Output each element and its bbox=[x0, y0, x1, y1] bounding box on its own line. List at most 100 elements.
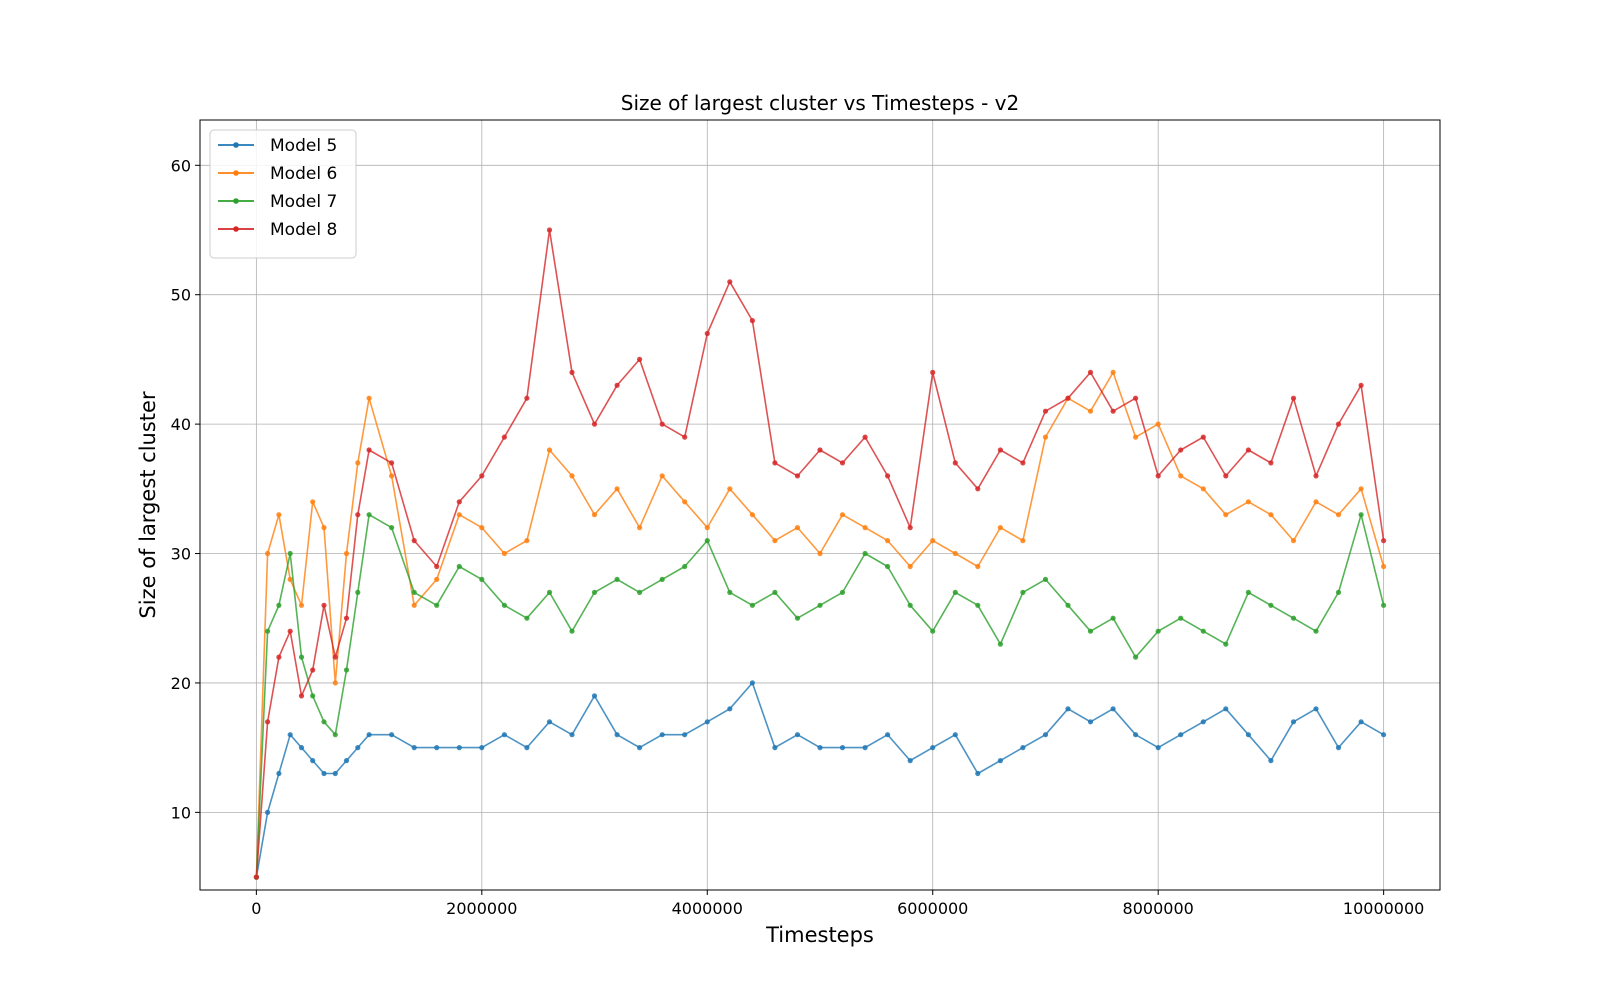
data-point bbox=[1335, 745, 1342, 751]
data-point bbox=[637, 589, 643, 596]
data-point bbox=[456, 512, 462, 518]
data-point bbox=[411, 538, 417, 544]
tick-layer: 0 2000000 4000000 6000000 8000000 10000000 10 2… bbox=[171, 156, 1425, 918]
data-point bbox=[749, 680, 756, 686]
legend: Model 5 Model 6 Model 7 Model 8 bbox=[209, 129, 357, 259]
data-point bbox=[794, 732, 801, 738]
x-tick-label: 6000000 bbox=[897, 899, 968, 918]
data-point bbox=[276, 770, 282, 777]
data-point bbox=[975, 563, 981, 570]
data-point bbox=[569, 732, 575, 738]
data-point bbox=[862, 434, 868, 440]
data-point bbox=[1020, 589, 1026, 596]
data-point bbox=[659, 421, 665, 427]
data-point bbox=[727, 589, 733, 596]
data-point bbox=[749, 318, 756, 324]
data-point bbox=[1178, 473, 1184, 479]
data-point bbox=[817, 602, 823, 608]
data-point bbox=[265, 719, 271, 725]
data-point bbox=[1042, 408, 1049, 414]
data-point bbox=[1290, 719, 1297, 725]
data-point bbox=[1358, 486, 1364, 492]
data-point bbox=[1042, 434, 1049, 440]
data-point bbox=[1223, 706, 1229, 712]
series-model-8 bbox=[253, 227, 1387, 880]
series-model-6 bbox=[253, 369, 1387, 880]
data-point bbox=[885, 538, 891, 544]
data-point bbox=[591, 512, 598, 518]
data-point bbox=[332, 732, 338, 738]
data-point bbox=[907, 602, 913, 608]
data-point bbox=[411, 602, 417, 608]
data-point bbox=[952, 589, 958, 596]
data-point bbox=[546, 227, 553, 233]
legend-item: Model 6 bbox=[218, 164, 337, 184]
y-axis-label: Size of largest cluster bbox=[136, 391, 160, 619]
data-point bbox=[1155, 628, 1161, 634]
data-point bbox=[501, 732, 507, 738]
data-point bbox=[885, 732, 891, 738]
data-point bbox=[546, 589, 553, 596]
data-point bbox=[479, 576, 485, 583]
data-point bbox=[930, 628, 936, 634]
data-point bbox=[310, 499, 316, 505]
data-point bbox=[704, 330, 710, 337]
data-point bbox=[839, 745, 846, 751]
data-point bbox=[355, 512, 361, 518]
x-tick-label: 2000000 bbox=[446, 899, 517, 918]
data-point bbox=[907, 758, 913, 764]
data-point bbox=[637, 745, 643, 751]
data-point bbox=[332, 680, 338, 686]
data-point bbox=[434, 563, 440, 570]
y-tick-label: 30 bbox=[171, 545, 191, 564]
data-point bbox=[727, 486, 733, 492]
data-point bbox=[1200, 628, 1206, 634]
legend-label: Model 8 bbox=[270, 220, 337, 240]
legend-swatch-marker bbox=[233, 226, 239, 232]
data-point bbox=[682, 732, 688, 738]
data-point bbox=[1290, 395, 1297, 401]
data-point bbox=[287, 550, 293, 557]
data-point bbox=[1358, 382, 1364, 388]
data-point bbox=[682, 563, 688, 570]
data-point bbox=[727, 279, 733, 285]
data-point bbox=[298, 745, 305, 751]
data-point bbox=[343, 667, 350, 673]
data-point bbox=[1020, 460, 1026, 466]
data-point bbox=[501, 550, 507, 557]
data-point bbox=[659, 576, 665, 583]
data-point bbox=[1335, 589, 1342, 596]
data-point bbox=[862, 525, 868, 531]
legend-label: Model 5 bbox=[270, 136, 337, 156]
data-point bbox=[1245, 732, 1251, 738]
data-point bbox=[456, 499, 462, 505]
data-point bbox=[265, 550, 271, 557]
series-line bbox=[255, 229, 1385, 878]
y-tick-label: 10 bbox=[171, 803, 191, 822]
data-point bbox=[704, 719, 710, 725]
data-point bbox=[1358, 719, 1364, 725]
data-point bbox=[1178, 447, 1184, 453]
data-point bbox=[321, 770, 327, 777]
data-point bbox=[411, 589, 417, 596]
data-point bbox=[1178, 615, 1184, 621]
data-point bbox=[265, 628, 271, 634]
data-point bbox=[524, 615, 530, 621]
data-point bbox=[389, 473, 395, 479]
legend-swatch-marker bbox=[233, 170, 239, 176]
data-point bbox=[321, 525, 327, 531]
data-point bbox=[366, 732, 372, 738]
data-point bbox=[569, 628, 575, 634]
data-point bbox=[591, 693, 598, 699]
data-point bbox=[1268, 512, 1274, 518]
data-point bbox=[1290, 538, 1297, 544]
x-tick-label: 0 bbox=[251, 899, 261, 918]
data-point bbox=[1087, 408, 1094, 414]
data-point bbox=[1313, 706, 1319, 712]
data-point bbox=[1223, 512, 1229, 518]
data-point bbox=[1133, 395, 1139, 401]
data-point bbox=[355, 589, 361, 596]
data-point bbox=[1381, 563, 1387, 570]
data-point bbox=[287, 732, 293, 738]
